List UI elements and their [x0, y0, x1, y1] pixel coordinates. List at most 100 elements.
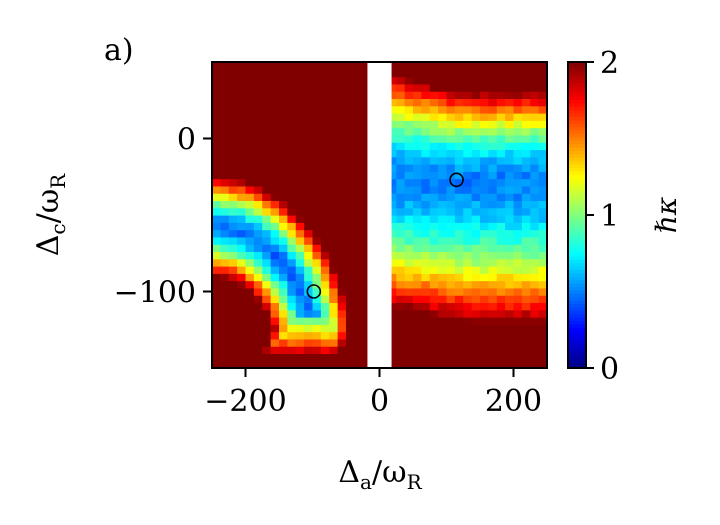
colorbar-step — [568, 116, 586, 121]
heatmap-cell — [396, 287, 406, 296]
heatmap-cell — [362, 317, 372, 325]
heatmap-cell — [346, 244, 355, 253]
heatmap-cell — [262, 317, 272, 325]
heatmap-cell — [329, 266, 339, 274]
heatmap-cell — [312, 266, 322, 274]
heatmap-cell — [446, 69, 456, 78]
heatmap-cell — [530, 207, 540, 216]
heatmap-cell — [404, 331, 414, 340]
heatmap-cell — [438, 113, 448, 121]
heatmap-cell — [245, 134, 255, 143]
heatmap-cell — [362, 302, 372, 311]
heatmap-cell — [354, 222, 364, 231]
heatmap-cell — [387, 98, 397, 107]
heatmap-cell — [404, 236, 414, 245]
heatmap-cell — [337, 229, 347, 238]
colorbar-step — [568, 150, 586, 155]
heatmap-cell — [295, 200, 305, 209]
heatmap-cell — [454, 120, 464, 129]
heatmap-cell — [354, 309, 364, 318]
heatmap-cell — [279, 178, 288, 187]
heatmap-cell — [262, 113, 272, 121]
heatmap-cell — [496, 120, 506, 129]
heatmap-cell — [262, 178, 272, 187]
colorbar-step — [568, 276, 586, 281]
heatmap-cell — [245, 178, 255, 187]
heatmap-cell — [245, 200, 255, 209]
colorbar-tick-label: 0 — [600, 352, 619, 387]
heatmap-cell — [337, 149, 347, 158]
heatmap-cell — [295, 324, 305, 333]
heatmap-cell — [480, 346, 489, 355]
heatmap-cell — [496, 360, 506, 369]
heatmap-cell — [438, 258, 448, 267]
heatmap-cell — [513, 83, 523, 92]
heatmap-cell — [337, 353, 347, 362]
heatmap-cell — [413, 134, 422, 143]
heatmap-cell — [471, 309, 481, 318]
heatmap-cell — [237, 149, 247, 158]
heatmap-cell — [228, 178, 238, 187]
heatmap-cell — [304, 346, 314, 355]
heatmap-cell — [362, 222, 372, 231]
heatmap-cell — [220, 273, 230, 282]
heatmap-cell — [312, 331, 322, 340]
heatmap-cell — [471, 229, 481, 238]
heatmap-cell — [279, 113, 288, 121]
heatmap-cell — [446, 207, 456, 216]
heatmap-cell — [270, 244, 280, 253]
heatmap-cell — [421, 156, 431, 165]
heatmap-cell — [505, 149, 515, 158]
heatmap-cell — [262, 185, 272, 194]
heatmap-cell — [463, 295, 473, 304]
heatmap-cell — [329, 83, 339, 92]
heatmap-cell — [463, 149, 473, 158]
heatmap-cell — [480, 171, 489, 180]
heatmap-cell — [404, 287, 414, 296]
heatmap-cell — [320, 207, 330, 216]
colorbar-step — [568, 313, 586, 318]
heatmap-cell — [237, 236, 247, 245]
heatmap-cell — [245, 127, 255, 136]
heatmap-cell — [262, 287, 272, 296]
heatmap-cell — [329, 295, 339, 304]
heatmap-cell — [480, 215, 489, 223]
heatmap-cell — [312, 156, 322, 165]
heatmap-cell — [312, 346, 322, 355]
heatmap-cell — [337, 105, 347, 114]
heatmap-cell — [454, 149, 464, 158]
heatmap-cell — [320, 200, 330, 209]
colorbar-step — [568, 75, 586, 80]
heatmap-cell — [421, 185, 431, 194]
heatmap-cell — [237, 76, 247, 85]
heatmap-cell — [463, 178, 473, 187]
heatmap-cell — [253, 207, 263, 216]
heatmap-cell — [295, 258, 305, 267]
heatmap-cell — [513, 273, 523, 282]
heatmap-cell — [480, 287, 489, 296]
heatmap-cell — [463, 171, 473, 180]
heatmap-cell — [337, 178, 347, 187]
heatmap-cell — [480, 236, 489, 245]
heatmap-cell — [279, 295, 288, 304]
heatmap-cell — [454, 251, 464, 260]
heatmap-cell — [530, 222, 540, 231]
heatmap-cell — [320, 113, 330, 121]
heatmap-cell — [454, 302, 464, 311]
heatmap-cell — [262, 222, 272, 231]
heatmap-cell — [387, 287, 397, 296]
heatmap-cell — [454, 338, 464, 347]
heatmap-cell — [304, 83, 314, 92]
heatmap-cell — [429, 266, 439, 274]
heatmap-cell — [212, 338, 221, 347]
heatmap-cell — [279, 266, 288, 274]
heatmap-cell — [454, 331, 464, 340]
heatmap-cell — [480, 178, 489, 187]
heatmap-cell — [538, 69, 548, 78]
heatmap-cell — [320, 83, 330, 92]
heatmap-cell — [480, 251, 489, 260]
heatmap-cell — [438, 127, 448, 136]
heatmap-cell — [488, 346, 498, 355]
heatmap-cell — [287, 98, 297, 107]
heatmap-cell — [538, 222, 548, 231]
